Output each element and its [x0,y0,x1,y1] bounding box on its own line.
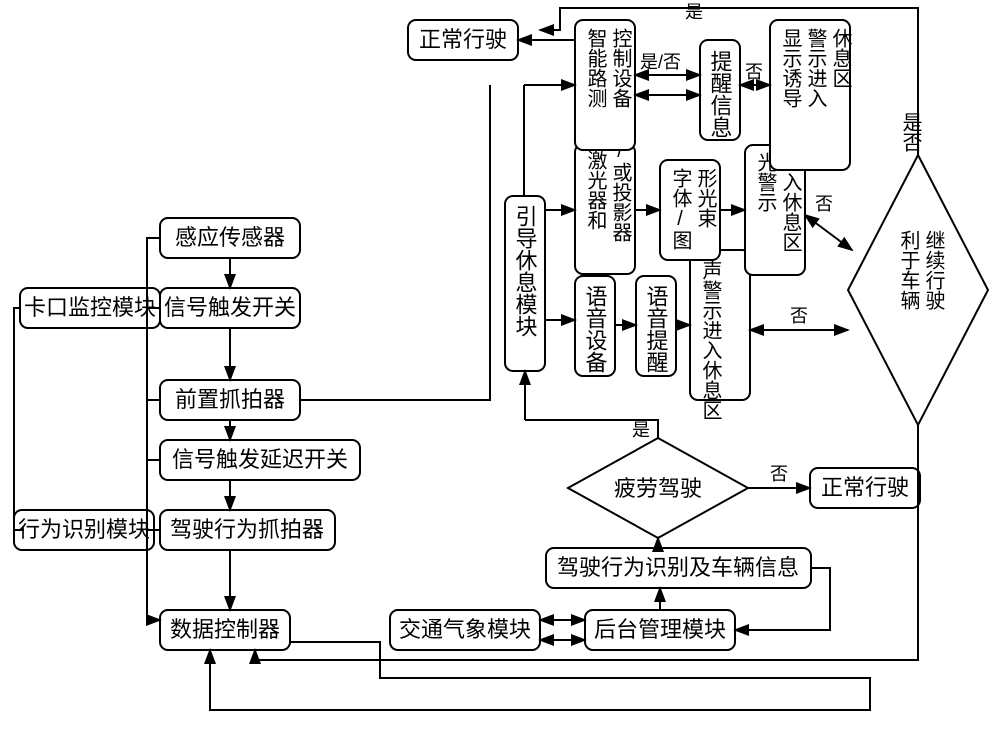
label-yes: 是 [632,420,650,440]
svg-text:驾驶行为识别及车辆信息: 驾驶行为识别及车辆信息 [557,555,799,580]
node-remind-info: 提醒信息 [700,40,740,140]
label-no2: 否 [790,306,808,326]
node-front-camera: 前置抓拍器 [160,380,300,420]
svg-text:激光器和: 激光器和 [584,150,607,230]
node-laser: 激光器和 /或投影器 [575,140,635,274]
node-voice-remind: 语音提醒 [636,276,676,376]
node-smart-road: 智能路测 控制设备 [575,20,635,150]
svg-text:继续行驶: 继续行驶 [922,230,945,310]
node-guide-rest: 引导休息模块 [505,196,545,371]
node-display-guide: 显示诱导 警示进入 休息区 [770,20,852,170]
node-voice-warn: 声警示进入休息区 [690,250,750,420]
label-yes-top: 是 [685,2,703,22]
node-normal-drive-right: 正常行驶 [810,468,920,508]
svg-text:前置抓拍器: 前置抓拍器 [175,387,285,412]
svg-text:交通气象模块: 交通气象模块 [399,617,531,642]
svg-text:声警示进入休息区: 声警示进入休息区 [699,260,722,420]
decision-fatigue: 疲劳驾驶 [568,438,748,538]
node-beam: 字体/图 形光束 [660,160,720,260]
label-yesno: 是/否 [640,52,681,72]
svg-text:字体/图: 字体/图 [669,168,692,250]
label-yesno-split: 是否 [899,112,922,152]
label-no4: 否 [745,62,763,82]
svg-text:休息区: 休息区 [829,28,852,88]
label-no: 否 [770,464,788,484]
node-voice-dev: 语音设备 [575,276,615,376]
svg-text:提醒信息: 提醒信息 [708,50,733,138]
node-backend: 后台管理模块 [585,610,735,650]
label-no3: 否 [815,194,833,214]
svg-text:信号触发延迟开关: 信号触发延迟开关 [172,447,348,472]
svg-text:正常行驶: 正常行驶 [419,27,507,52]
svg-text:驾驶行为抓拍器: 驾驶行为抓拍器 [170,517,324,542]
node-weather: 交通气象模块 [390,610,540,650]
node-delay-switch: 信号触发延迟开关 [160,440,360,480]
svg-text:正常行驶: 正常行驶 [821,475,909,500]
svg-text:智能路测: 智能路测 [584,28,607,108]
flowchart: 感应传感器 卡口监控模块 信号触发开关 前置抓拍器 信号触发延迟开关 行为识别模… [0,0,1000,744]
svg-text:语音设备: 语音设备 [583,285,608,373]
node-sensor: 感应传感器 [160,218,300,258]
svg-text:利于车辆: 利于车辆 [897,230,920,310]
svg-text:行为识别模块: 行为识别模块 [18,517,150,542]
node-data-controller: 数据控制器 [160,610,290,650]
svg-text:语音提醒: 语音提醒 [644,285,669,373]
node-checkpoint-module: 卡口监控模块 [20,288,160,328]
svg-text:形光束: 形光束 [694,168,717,228]
node-normal-top: 正常行驶 [408,20,518,60]
svg-text:显示诱导: 显示诱导 [779,28,802,108]
svg-text:疲劳驾驶: 疲劳驾驶 [614,476,702,501]
svg-text:控制设备: 控制设备 [609,28,632,108]
svg-text:卡口监控模块: 卡口监控模块 [24,295,156,320]
node-signal-trigger: 信号触发开关 [160,288,300,328]
svg-text:感应传感器: 感应传感器 [175,225,285,250]
svg-text:/或投影器: /或投影器 [609,140,632,242]
svg-text:数据控制器: 数据控制器 [170,617,280,642]
node-behavior-module: 行为识别模块 [14,510,154,550]
decision-continue: 利于车辆 继续行驶 [848,155,988,425]
node-behavior-camera: 驾驶行为抓拍器 [160,510,335,550]
svg-text:信号触发开关: 信号触发开关 [164,295,296,320]
svg-text:警示进入: 警示进入 [804,28,827,108]
svg-text:后台管理模块: 后台管理模块 [594,617,726,642]
svg-text:引导休息模块: 引导休息模块 [513,205,538,337]
node-behavior-info: 驾驶行为识别及车辆信息 [546,548,811,588]
